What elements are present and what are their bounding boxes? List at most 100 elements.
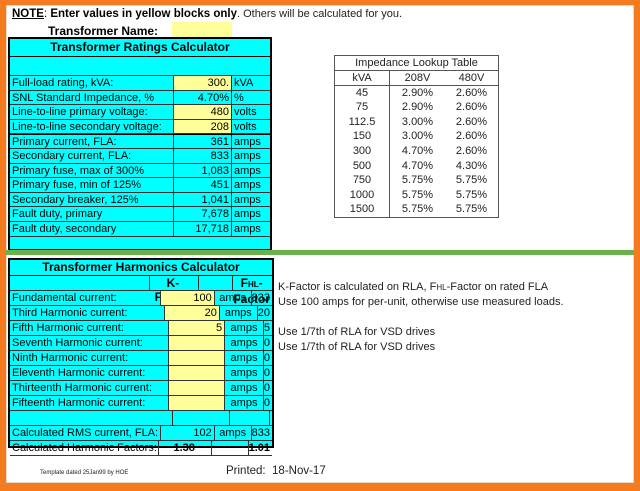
lookup-row: 150 3.00% 2.60% — [335, 129, 498, 144]
row-unit: volts — [234, 120, 257, 133]
row-label: Line-to-line primary voltage: — [10, 105, 174, 119]
harmonics-title: Transformer Harmonics Calculator — [10, 260, 272, 276]
cell: 5.75% — [401, 203, 434, 216]
impedance-value: 4.70% — [174, 90, 232, 105]
note-label: NOTE — [12, 8, 44, 20]
harmonic-row: Fifth Harmonic current: 5 amps 5 — [10, 321, 272, 336]
cell: 2.90% — [401, 86, 434, 99]
lookup-row: 45 2.90% 2.60% — [335, 85, 498, 101]
cell: 2.60% — [455, 115, 488, 128]
row-label: Eleventh Harmonic current: — [10, 366, 169, 380]
fhl-sub: HL — [247, 280, 259, 289]
output-row: Primary fuse, min of 125% 451 amps — [10, 178, 270, 193]
row-unit: amps — [215, 426, 252, 440]
row-unit: amps — [234, 164, 261, 177]
fhl-value: 5 — [263, 322, 270, 334]
header-fhl-factor: FHL-Factor — [233, 276, 272, 306]
cell: 112.5 — [335, 114, 390, 130]
fifth-harmonic-input[interactable]: 5 — [168, 321, 226, 335]
row-unit: amps — [225, 366, 264, 380]
harmonic-row: Eleventh Harmonic current: amps 0 — [10, 366, 272, 381]
harmonics-calculator: Transformer Harmonics Calculator K-Facto… — [8, 258, 274, 456]
ninth-harmonic-input[interactable] — [168, 351, 226, 365]
harmonics-header: K-Factor FHL-Factor — [10, 276, 272, 306]
output-row: Fault duty, secondary 17,718 amps — [10, 221, 270, 237]
output-row: Primary fuse, max of 300% 1,083 amps — [10, 163, 270, 179]
row-value: 833 — [174, 148, 232, 163]
cell: 45 — [335, 85, 390, 101]
cell: 3.00% — [401, 115, 434, 128]
row-unit: amps — [225, 321, 264, 335]
output-row: Primary current, FLA: 361 amps — [10, 134, 270, 149]
cell: 300 — [335, 143, 390, 159]
note-kfactor: K-Factor is calculated on RLA, FHL-Facto… — [278, 281, 548, 293]
output-row: Fault duty, primary 7,678 amps — [10, 207, 270, 222]
transformer-name-input[interactable] — [172, 22, 232, 37]
row-label: Primary fuse, max of 300% — [10, 163, 174, 178]
note-colon: : — [43, 8, 51, 20]
row-unit: amps — [234, 222, 261, 235]
rms-row: Calculated RMS current, FLA: 102 amps 833 — [10, 426, 272, 441]
output-row: Secondary breaker, 125% 1,041 amps — [10, 192, 270, 208]
fifteenth-harmonic-input[interactable] — [168, 396, 226, 410]
row-label: Full-load rating, kVA: — [10, 76, 174, 90]
secondary-voltage-input[interactable]: 208 — [174, 119, 232, 134]
row-unit: amps — [225, 381, 264, 395]
impedance-lookup-table: Impedance Lookup Table kVA 208V 480V 45 2… — [334, 55, 499, 218]
row-unit: amps — [234, 149, 261, 162]
row-unit: % — [234, 91, 244, 104]
lookup-row: 500 4.70% 4.30% — [335, 158, 498, 174]
kva-input[interactable]: 300. — [174, 76, 232, 90]
template-credit: Template dated 25Jan99 by HOE — [40, 470, 129, 476]
row-value: 1,083 — [174, 163, 232, 178]
row-value: 1,041 — [174, 192, 232, 207]
harmonic-row: Third Harmonic current: 20 amps 20 — [10, 306, 272, 321]
cell: 1000 — [335, 187, 390, 203]
harmonic-row: Fundamental current: 100 amps 833 — [10, 291, 272, 306]
row-label: Fifteenth Harmonic current: — [10, 396, 169, 410]
cell: 2.60% — [455, 130, 488, 143]
row-label: Fundamental current: — [10, 291, 162, 305]
cell: 5.75% — [455, 203, 488, 216]
harmonic-row: Ninth Harmonic current: amps 0 — [10, 351, 272, 366]
row-label: Thirteenth Harmonic current: — [10, 381, 169, 395]
cell: 500 — [335, 158, 390, 174]
row-unit: amps — [225, 336, 264, 350]
note-per-unit: Use 100 amps for per-unit, otherwise use… — [278, 296, 564, 308]
row-label: Calculated RMS current, FLA: — [10, 426, 162, 440]
header-unit-blank — [199, 276, 234, 290]
row-label: Third Harmonic current: — [10, 306, 165, 320]
third-harmonic-input[interactable]: 20 — [165, 306, 220, 320]
factors-row: Calculated Harmonic Factors: 1.38 1.01 — [10, 441, 272, 456]
row-label: Secondary breaker, 125% — [10, 192, 174, 207]
cell: 5.75% — [401, 188, 434, 201]
primary-voltage-input[interactable]: 480 — [174, 105, 232, 119]
thirteenth-harmonic-input[interactable] — [168, 381, 226, 395]
row-label: Primary fuse, min of 125% — [10, 178, 174, 192]
row-unit: amps — [234, 193, 261, 206]
blank-row — [10, 57, 270, 76]
cell: 4.70% — [401, 159, 434, 172]
eleventh-harmonic-input[interactable] — [168, 366, 226, 380]
cell: 5.75% — [455, 188, 488, 201]
fundamental-input[interactable]: 100 — [161, 291, 215, 305]
lookup-title: Impedance Lookup Table — [335, 56, 498, 71]
output-row: Secondary current, FLA: 833 amps — [10, 148, 270, 164]
seventh-harmonic-input[interactable] — [168, 336, 226, 350]
lookup-row: 75 2.90% 2.60% — [335, 100, 498, 115]
note-vsd-seventh: Use 1/7th of RLA for VSD drives — [278, 341, 436, 353]
header-480v: 480V — [458, 72, 485, 84]
fhl-value: 0 — [263, 397, 270, 409]
cell: 1500 — [335, 202, 390, 217]
cell: 2.60% — [455, 144, 488, 157]
ratings-title: Transformer Ratings Calculator — [10, 39, 270, 57]
note-line: NOTE: Enter values in yellow blocks only… — [12, 8, 402, 20]
fhl-rest: -Factor — [233, 276, 270, 306]
k-factor-result: 1.38 — [159, 441, 213, 455]
cell: 2.60% — [455, 86, 488, 99]
cell: 75 — [335, 100, 390, 115]
cell: 2.60% — [455, 101, 488, 114]
input-row-primary-voltage: Line-to-line primary voltage: 480 volts — [10, 105, 270, 120]
harmonic-row: Fifteenth Harmonic current: amps 0 — [10, 396, 272, 411]
cell: 150 — [335, 129, 390, 144]
